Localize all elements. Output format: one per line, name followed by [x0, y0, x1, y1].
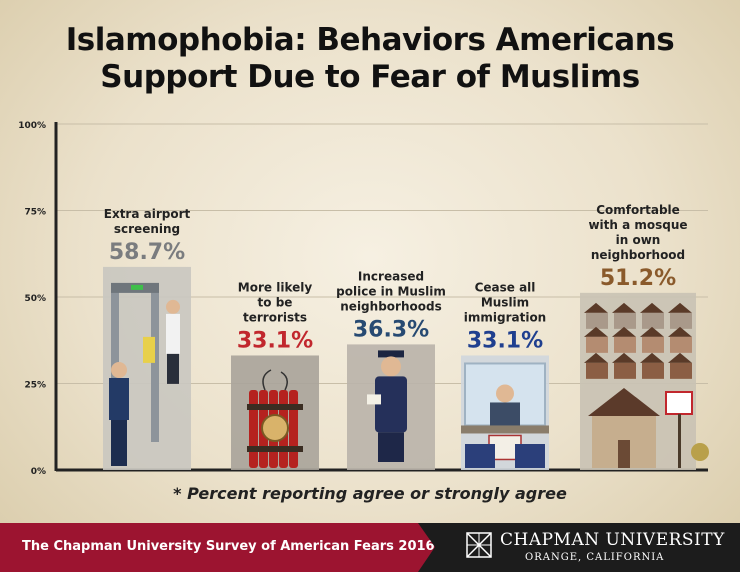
chart-title: Islamophobia: Behaviors Americans Suppor… [0, 22, 740, 96]
officer-head [496, 384, 514, 403]
y-tick-label: 25% [24, 381, 46, 391]
category-label: to be [258, 295, 293, 309]
for-sale-sign [665, 391, 693, 415]
house-roof [584, 302, 608, 313]
scanner-light [131, 284, 143, 290]
main-house-door [618, 440, 630, 468]
house-wall [614, 312, 636, 329]
chart-title-line-2: Support Due to Fear of Muslims [100, 59, 640, 95]
police-legs [378, 432, 404, 462]
chapman-logo-icon [466, 532, 492, 558]
main-house-roof [588, 388, 660, 416]
bar-chart: 0% 25% 50% 75% 100% 58.7% Extra airportscreeni… [18, 121, 709, 477]
survey-title: The Chapman University Survey of America… [22, 539, 435, 554]
category-label: screening [114, 222, 180, 236]
officer-legs [111, 420, 127, 466]
dynamite-strap [247, 404, 303, 410]
category-label: Muslim [481, 295, 529, 309]
house-wall [586, 362, 608, 379]
value-label: 51.2% [600, 266, 676, 291]
dynamite-stick [289, 390, 298, 468]
category-label: Comfortable [596, 203, 680, 217]
category-label: neighborhoods [340, 299, 441, 313]
house-wall [642, 362, 664, 379]
house-wall [614, 362, 636, 379]
house-roof [640, 302, 664, 313]
house-roof [640, 352, 664, 363]
house-wall [586, 312, 608, 329]
category-label: police in Muslim [336, 284, 446, 298]
house-wall [670, 336, 692, 353]
house-roof [584, 352, 608, 363]
category-label: with a mosque [588, 218, 687, 232]
value-label: 33.1% [467, 328, 543, 353]
passenger-body [143, 336, 155, 363]
chart-title-line-1: Islamophobia: Behaviors Americans [65, 22, 675, 58]
house-roof [612, 326, 636, 337]
police-notepad [367, 394, 381, 405]
house-roof [668, 302, 692, 313]
house-wall [586, 336, 608, 353]
house-wall [670, 362, 692, 379]
y-tick-label: 100% [18, 121, 46, 131]
footnote: * Percent reporting agree or strongly ag… [173, 484, 567, 503]
dynamite-strap [247, 446, 303, 452]
house-wall [642, 336, 664, 353]
house-roof [584, 326, 608, 337]
house-roof [668, 352, 692, 363]
category-label: Extra airport [104, 207, 191, 221]
value-label: 58.7% [109, 240, 185, 265]
category-label: More likely [238, 280, 313, 294]
officer-body [109, 378, 129, 420]
traveler-body [166, 313, 180, 354]
desk-counter [461, 425, 549, 434]
officer-body [490, 402, 520, 426]
traveler-arm [515, 444, 545, 468]
survey-banner: The Chapman University Survey of America… [0, 523, 435, 572]
house-wall [642, 312, 664, 329]
officer-head [111, 362, 127, 378]
house-roof [640, 326, 664, 337]
house-wall [670, 312, 692, 329]
house-roof [612, 302, 636, 313]
y-tick-label: 75% [24, 208, 46, 218]
house-wall [614, 336, 636, 353]
house-roof [612, 352, 636, 363]
footer-banner: The Chapman University Survey of America… [0, 523, 740, 572]
police-cap [378, 350, 404, 358]
y-tick-label: 50% [24, 294, 46, 304]
value-label: 36.3% [353, 317, 429, 342]
scanner-post [151, 288, 159, 442]
category-label: Cease all [475, 280, 536, 294]
shrub [691, 443, 709, 461]
category-label: immigration [464, 310, 546, 324]
police-body [375, 376, 407, 433]
value-label: 33.1% [237, 328, 313, 353]
y-tick-label: 0% [31, 467, 46, 477]
sign-post [678, 414, 681, 468]
category-label: Increased [358, 269, 424, 283]
traveler-arm [465, 444, 495, 468]
dynamite-stick [249, 390, 258, 468]
house-roof [668, 326, 692, 337]
fuse-wire [262, 369, 288, 391]
category-label: neighborhood [591, 248, 685, 262]
traveler-legs [167, 353, 179, 384]
category-label: terrorists [243, 310, 307, 324]
police-head [381, 356, 401, 377]
traveler-head [166, 299, 180, 314]
university-name: CHAPMAN UNIVERSITY [500, 530, 725, 550]
category-label: in own [616, 233, 661, 247]
bomb-clock [261, 414, 289, 442]
university-location: ORANGE, CALIFORNIA [525, 552, 665, 563]
